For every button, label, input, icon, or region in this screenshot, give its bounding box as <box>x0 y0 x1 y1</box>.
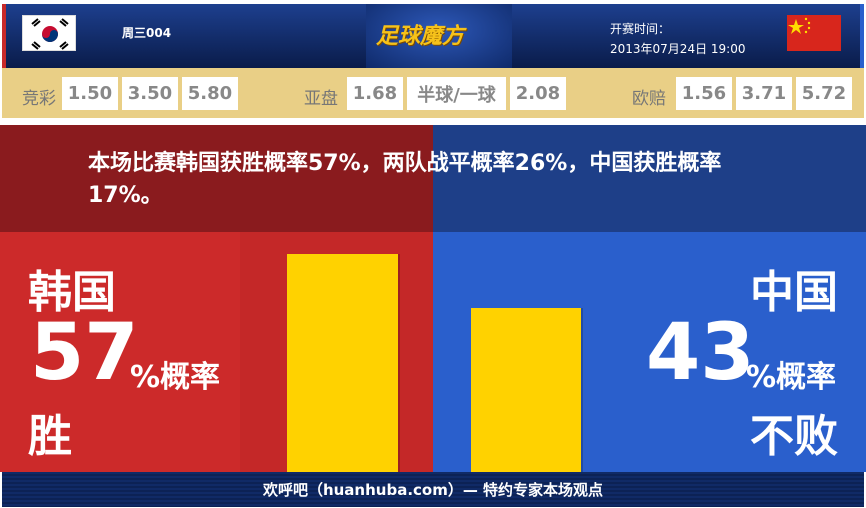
yapan-home: 1.68 <box>347 77 403 110</box>
jingcai-draw: 3.50 <box>122 77 178 110</box>
home-probability-bar <box>287 254 398 472</box>
kickoff-time: 2013年07月24日 19:00 <box>610 42 746 56</box>
home-percent: 57 <box>30 308 139 398</box>
summary-right-bg <box>433 125 866 232</box>
oupei-draw: 3.71 <box>736 77 792 110</box>
logo-panel <box>366 4 512 68</box>
summary-left-bg <box>0 125 433 232</box>
odds-bar: 竞彩 1.50 3.50 5.80 亚盘 1.68 半球/一球 2.08 欧赔 … <box>2 68 864 118</box>
away-team: 中国 <box>750 267 838 318</box>
match-number: 周三004 <box>122 26 172 40</box>
home-team: 韩国 <box>28 267 116 318</box>
jingcai-win: 1.50 <box>62 77 118 110</box>
oupei-label: 欧赔 <box>632 89 666 109</box>
logo: 足球魔方 <box>376 24 465 49</box>
china-flag-icon <box>787 15 841 51</box>
jingcai-label: 竞彩 <box>22 89 56 109</box>
yapan-handicap: 半球/一球 <box>407 77 506 110</box>
oupei-win: 1.56 <box>676 77 732 110</box>
yapan-label: 亚盘 <box>304 89 338 109</box>
away-unit: %概率 <box>746 360 837 395</box>
jingcai-lose: 5.80 <box>182 77 238 110</box>
oupei-lose: 5.72 <box>796 77 852 110</box>
away-outcome: 不败 <box>750 411 838 462</box>
home-unit: %概率 <box>130 360 221 395</box>
summary-text: 本场比赛韩国获胜概率57%，两队战平概率26%，中国获胜概率17%。 <box>88 151 722 208</box>
away-probability-bar <box>471 307 581 472</box>
match-header <box>2 4 864 68</box>
home-outcome: 胜 <box>28 411 72 462</box>
away-percent: 43 <box>646 308 755 398</box>
yapan-away: 2.08 <box>510 77 566 110</box>
kickoff-label: 开赛时间： <box>610 22 671 36</box>
footer-banner: 欢呼吧（huanhuba.com）— 特约专家本场观点 <box>2 472 864 507</box>
korea-flag-icon <box>22 15 76 51</box>
